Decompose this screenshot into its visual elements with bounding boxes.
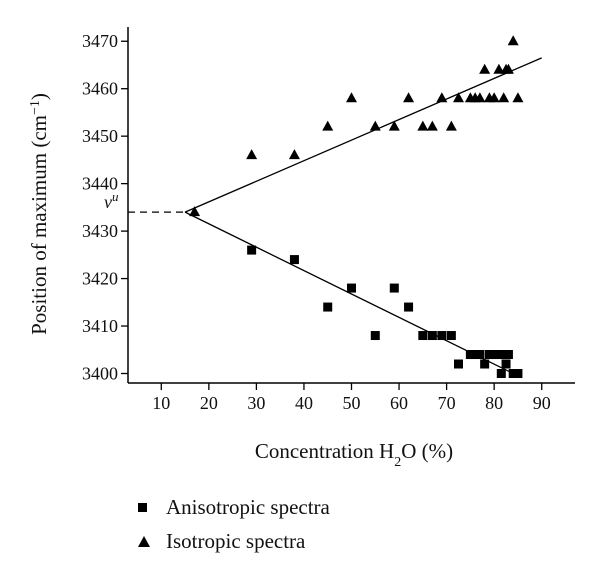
isotropic-point [369, 120, 381, 131]
anisotropic-point [323, 302, 333, 312]
isotropic-point [474, 92, 486, 103]
isotropic-point [189, 206, 201, 217]
fit-line-isotropic [184, 57, 542, 213]
y-tick-label: 3460 [82, 79, 118, 99]
isotropic-point [388, 120, 400, 131]
isotropic-point [479, 63, 491, 74]
isotropic-point [512, 92, 524, 103]
anisotropic-point [484, 350, 494, 360]
isotropic-point [403, 92, 415, 103]
anisotropic-point [389, 283, 399, 293]
anisotropic-point [475, 350, 485, 360]
legend-item-isotropic: Isotropic spectra [138, 524, 330, 558]
anisotropic-point [508, 369, 518, 379]
anisotropic-point [465, 350, 475, 360]
legend-label-anisotropic: Anisotropic spectra [166, 495, 330, 519]
x-axis-title: Concentration H2O (%) [255, 439, 453, 470]
fit-line-anisotropic [184, 211, 514, 375]
y-tick-label: 3440 [82, 174, 118, 194]
isotropic-point [322, 120, 334, 131]
y-axis-title: Position of maximum (cm−1) [27, 93, 51, 335]
isotropic-point [246, 149, 258, 160]
x-tick-label: 60 [390, 393, 408, 413]
legend-item-anisotropic: Anisotropic spectra [138, 490, 330, 524]
anisotropic-point [513, 369, 523, 379]
x-tick-label: 90 [533, 393, 551, 413]
y-tick-label: 3430 [82, 221, 118, 241]
y-tick-label: 3410 [82, 316, 118, 336]
anisotropic-point [470, 350, 480, 360]
y-tick-label: 3420 [82, 269, 118, 289]
x-tick-label: 70 [438, 393, 456, 413]
anisotropic-point [499, 350, 509, 360]
anisotropic-point [427, 331, 437, 341]
legend: Anisotropic spectra Isotropic spectra [138, 490, 330, 558]
x-tick-label: 50 [343, 393, 361, 413]
x-tick-label: 10 [152, 393, 170, 413]
x-tick-label: 30 [247, 393, 265, 413]
isotropic-point [445, 120, 457, 131]
nu-u-annotation: νu [104, 189, 119, 213]
x-tick-label: 40 [295, 393, 313, 413]
y-tick-label: 3450 [82, 126, 118, 146]
triangle-marker-icon [138, 535, 166, 547]
anisotropic-point [370, 331, 380, 341]
anisotropic-point [489, 350, 499, 360]
isotropic-point [493, 63, 505, 74]
y-tick-label: 3400 [82, 364, 118, 384]
isotropic-point [426, 120, 438, 131]
isotropic-point [507, 35, 519, 46]
anisotropic-point [446, 331, 456, 341]
legend-label-isotropic: Isotropic spectra [166, 529, 306, 553]
isotropic-point [488, 92, 500, 103]
anisotropic-point [247, 245, 257, 255]
isotropic-point [452, 92, 464, 103]
anisotropic-point [480, 359, 490, 369]
anisotropic-point [437, 331, 447, 341]
isotropic-point [346, 92, 357, 103]
anisotropic-point [503, 350, 513, 360]
isotropic-point [436, 92, 448, 103]
anisotropic-point [496, 369, 506, 379]
isotropic-point [417, 120, 429, 131]
anisotropic-point [453, 359, 463, 369]
square-marker-icon [138, 502, 166, 512]
anisotropic-point [404, 302, 414, 312]
y-tick-label: 3470 [82, 31, 118, 51]
anisotropic-point [418, 331, 428, 341]
anisotropic-point [494, 350, 504, 360]
anisotropic-point [501, 359, 511, 369]
isotropic-point [498, 92, 510, 103]
x-tick-label: 20 [200, 393, 218, 413]
x-tick-label: 80 [485, 393, 503, 413]
anisotropic-point [347, 283, 356, 293]
isotropic-point [502, 63, 514, 74]
isotropic-point [288, 149, 300, 160]
anisotropic-point [289, 255, 299, 265]
